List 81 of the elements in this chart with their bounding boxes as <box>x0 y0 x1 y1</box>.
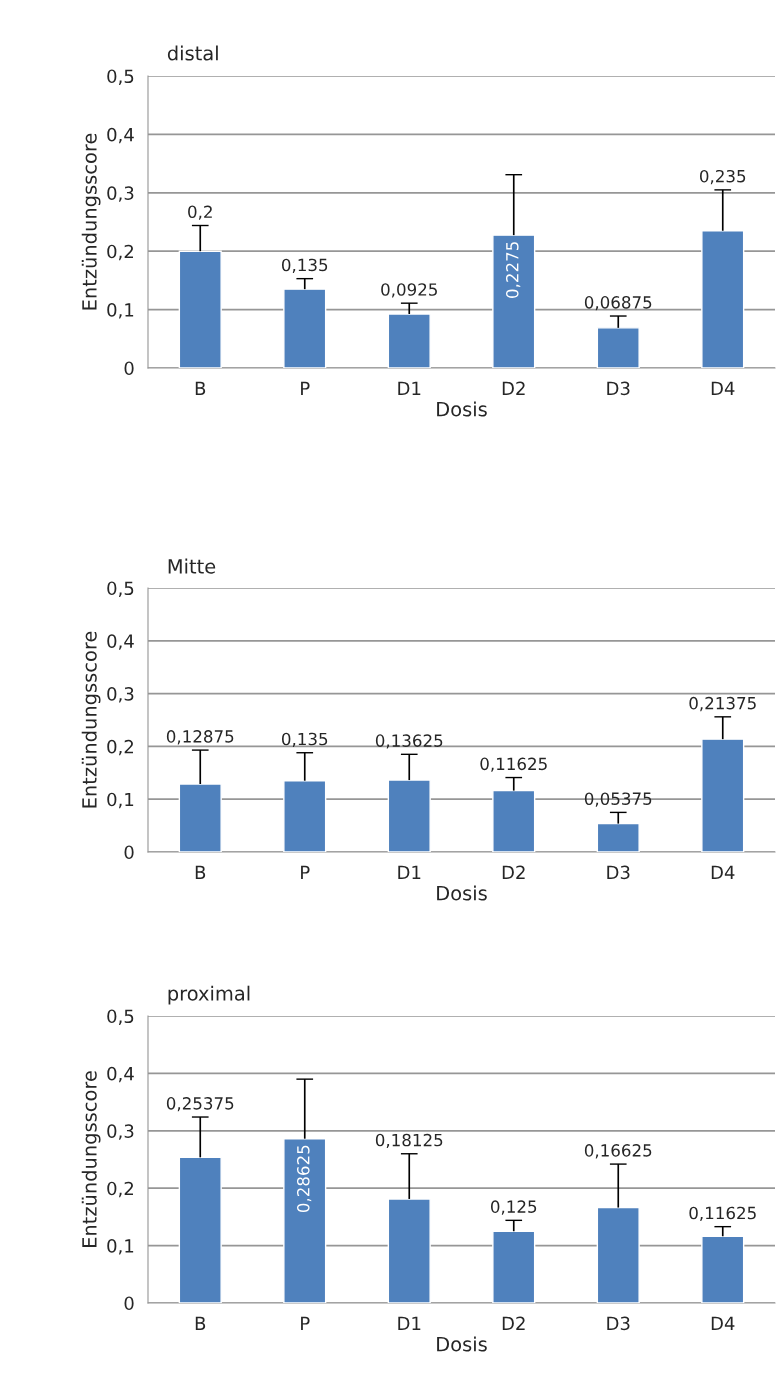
chart-title: proximal <box>168 985 250 1005</box>
x-tick-label: D4 <box>711 865 735 879</box>
data-label: 0,16625 <box>584 1144 652 1159</box>
bar <box>596 327 640 368</box>
data-label: 0,11625 <box>689 1206 756 1221</box>
y-tick-label: 0,3 <box>107 1124 134 1140</box>
y-axis-title: Entzündungsscore <box>81 631 101 808</box>
y-tick-label: 0,5 <box>107 581 134 597</box>
bar <box>178 783 222 852</box>
y-tick-label: 0,4 <box>107 634 134 650</box>
data-label: 0,18125 <box>375 1133 443 1149</box>
y-tick-label: 0,3 <box>107 687 134 703</box>
data-label: 0,05375 <box>584 792 652 807</box>
y-tick-label: 0,5 <box>107 69 134 85</box>
x-axis-title: Dosis <box>437 1336 487 1352</box>
data-label: 0,12875 <box>166 730 234 745</box>
bar <box>701 738 745 852</box>
bar <box>178 1156 222 1303</box>
x-tick-label: D2 <box>502 1316 525 1330</box>
x-tick-label: P <box>301 1316 310 1330</box>
bar <box>596 1206 640 1303</box>
data-label: 0,235 <box>699 169 746 185</box>
bar <box>387 779 431 852</box>
x-tick-label: B <box>195 865 206 879</box>
bar <box>178 250 222 368</box>
y-axis-title: Entzündungsscore <box>81 1071 101 1247</box>
y-tick-label: 0,1 <box>107 1239 134 1255</box>
x-tick-label: B <box>195 1316 206 1330</box>
bar <box>387 1198 431 1303</box>
y-axis-title: Entzündungsscore <box>81 133 101 310</box>
y-tick-label: 0 <box>124 845 134 860</box>
x-tick-label: D2 <box>502 381 525 395</box>
y-tick-label: 0,1 <box>107 792 134 809</box>
data-label: 0,125 <box>490 1200 537 1215</box>
x-tick-label: P <box>301 381 310 395</box>
bar <box>701 230 745 368</box>
y-tick-label: 0,3 <box>107 186 134 202</box>
y-tick-label: 0,2 <box>107 1181 133 1198</box>
data-label: 0,11625 <box>480 757 547 772</box>
x-tick-label: D2 <box>502 865 525 879</box>
x-tick-label: B <box>195 381 206 395</box>
x-tick-label: D1 <box>398 865 421 879</box>
data-label: 0,13625 <box>375 734 443 749</box>
data-label: 0,135 <box>281 258 328 273</box>
bar <box>283 288 327 368</box>
bar <box>701 1235 745 1303</box>
bar <box>387 313 431 368</box>
x-tick-label: D3 <box>607 1316 630 1331</box>
bar <box>492 234 536 368</box>
y-tick-label: 0 <box>124 1296 134 1311</box>
data-label: 0,28625 <box>296 1145 312 1213</box>
y-tick-label: 0,1 <box>107 303 134 319</box>
data-label: 0,21375 <box>689 696 756 712</box>
bar <box>492 789 536 852</box>
x-tick-label: D3 <box>607 865 630 880</box>
bar <box>492 1230 536 1303</box>
x-tick-label: P <box>301 865 310 879</box>
y-tick-label: 0,4 <box>107 127 134 144</box>
chart-title: distal <box>167 45 218 61</box>
data-label: 0,0925 <box>381 283 437 298</box>
x-tick-label: D4 <box>711 1316 735 1330</box>
x-axis-title: Dosis <box>437 885 487 901</box>
bar <box>596 822 640 852</box>
bar <box>283 1137 327 1303</box>
data-label: 0,25375 <box>166 1097 234 1112</box>
data-label: 0,135 <box>281 732 328 748</box>
data-label: 0,06875 <box>584 296 652 311</box>
bar <box>283 780 327 852</box>
y-tick-label: 0,4 <box>107 1066 134 1083</box>
x-axis-title: Dosis <box>437 401 487 417</box>
x-tick-label: D3 <box>607 381 630 396</box>
y-tick-label: 0,5 <box>107 1009 134 1025</box>
x-tick-label: D1 <box>398 381 421 395</box>
x-tick-label: D4 <box>711 381 735 395</box>
y-tick-label: 0 <box>124 361 134 376</box>
data-label: 0,2275 <box>505 242 521 298</box>
data-label: 0,2 <box>188 205 212 220</box>
chart-title: Mitte <box>168 558 216 574</box>
y-tick-label: 0,2 <box>107 739 133 756</box>
y-tick-label: 0,2 <box>107 244 133 261</box>
x-tick-label: D1 <box>398 1316 421 1330</box>
